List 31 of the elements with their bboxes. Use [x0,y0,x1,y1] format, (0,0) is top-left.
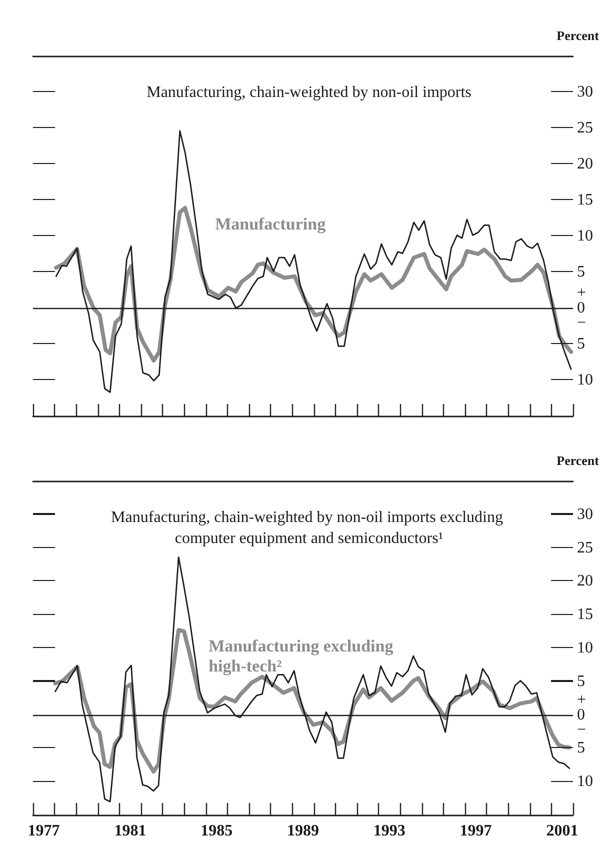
y-axis-title: Percent [556,28,600,43]
x-tick-label: 1985 [200,822,233,840]
y-tick-label: 5 [577,336,585,352]
y-tick-label: 25 [577,120,593,136]
y-tick-label: 25 [577,539,593,556]
text: Manufacturing, chain-weighted by non-oil imports excluding computer equipment and semiconductors¹ [111,509,507,547]
x-tick-label: 1989 [287,822,319,840]
y-tick-label: + 0 − [577,284,586,332]
x-tick-label: 1977 [28,822,60,840]
y-tick-label: 5 [577,264,585,280]
series-label: Manufacturing excluding high-tech² [208,636,398,676]
y-tick-label: 20 [577,156,593,172]
series-label: Manufacturing [215,214,326,234]
y-tick-label: 10 [577,228,593,244]
x-tick-label: 1993 [373,822,406,840]
y-tick-label: 30 [577,506,593,523]
y-tick-label: + 0 − [577,691,586,738]
y-tick-label: 30 [577,84,593,100]
y-tick-label: 10 [577,773,593,790]
y-tick-label: 5 [577,740,585,757]
y-tick-label: 15 [577,192,593,208]
y-axis-title: Percent [556,453,600,468]
y-tick-label: 5 [577,672,585,690]
y-tick-label: 15 [577,606,593,624]
y-tick-label: 10 [577,372,593,388]
x-tick-label: 1981 [114,822,146,840]
x-tick-label: 2001 [546,822,578,840]
text: Manufacturing, chain-weighted by non-oil imports [146,84,472,101]
x-tick-label: 1997 [460,822,492,840]
y-tick-label: 20 [577,572,593,590]
y-tick-label: 10 [577,640,593,656]
